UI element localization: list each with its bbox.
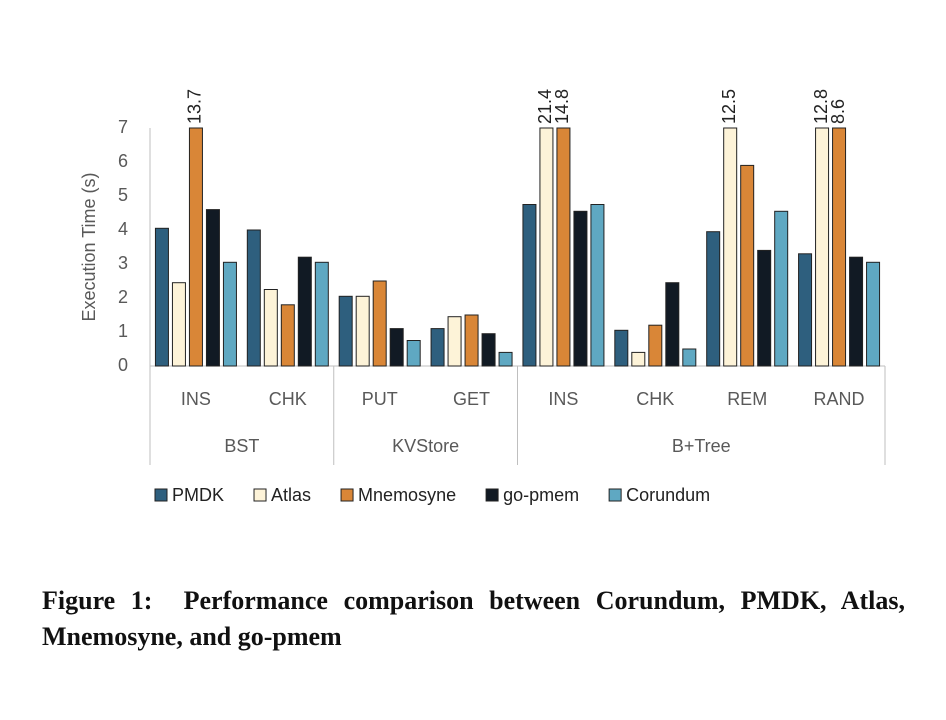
- bar: [849, 256, 864, 367]
- value-label: 12.8: [811, 89, 831, 124]
- y-tick-label: 7: [118, 117, 128, 137]
- bar: [631, 351, 646, 367]
- x-tick-label: INS: [548, 389, 578, 409]
- bar: [723, 127, 738, 367]
- legend-swatch: [340, 488, 354, 502]
- y-tick-label: 5: [118, 185, 128, 205]
- bar: [498, 351, 513, 367]
- bar: [522, 204, 537, 367]
- x-tick-label: REM: [727, 389, 767, 409]
- bar: [648, 324, 663, 367]
- y-tick-label: 2: [118, 287, 128, 307]
- bar: [314, 261, 329, 367]
- x-tick-label: RAND: [814, 389, 865, 409]
- bar: [614, 329, 629, 367]
- value-label: 13.7: [185, 89, 205, 124]
- y-tick-label: 0: [118, 355, 128, 375]
- legend-swatch: [485, 488, 499, 502]
- bar: [832, 127, 847, 367]
- bar: [798, 253, 813, 367]
- group-label: B+Tree: [672, 436, 731, 456]
- bar: [280, 304, 295, 367]
- bar: [263, 289, 278, 367]
- x-tick-label: PUT: [362, 389, 398, 409]
- bar: [188, 127, 203, 367]
- bar: [556, 127, 571, 367]
- x-tick-label: CHK: [636, 389, 674, 409]
- bar: [573, 210, 588, 367]
- y-axis-label: Execution Time (s): [79, 172, 99, 321]
- y-tick-label: 6: [118, 151, 128, 171]
- value-label: 8.6: [828, 99, 848, 124]
- legend-label: Atlas: [271, 485, 311, 505]
- bar: [539, 127, 554, 367]
- legend-swatch: [608, 488, 622, 502]
- y-tick-label: 1: [118, 321, 128, 341]
- bar: [171, 282, 186, 367]
- bar: [815, 127, 830, 367]
- bar: [355, 295, 370, 367]
- bar: [389, 328, 404, 367]
- value-label: 14.8: [552, 89, 572, 124]
- x-tick-label: INS: [181, 389, 211, 409]
- y-tick-label: 4: [118, 219, 128, 239]
- bar: [590, 204, 605, 367]
- legend-swatch: [253, 488, 267, 502]
- value-label: 21.4: [535, 89, 555, 124]
- figure-caption: Figure 1: Performance comparison between…: [42, 586, 912, 651]
- bar: [154, 227, 169, 367]
- bar: [246, 229, 261, 367]
- bar: [338, 295, 353, 367]
- bar: [682, 348, 697, 367]
- bar: [447, 316, 462, 367]
- bar: [406, 340, 421, 367]
- bar: [430, 328, 445, 367]
- bar: [665, 282, 680, 367]
- bar: [740, 164, 755, 367]
- bar: [866, 261, 881, 367]
- bar: [481, 333, 496, 367]
- group-label: KVStore: [392, 436, 459, 456]
- legend-label: go-pmem: [503, 485, 579, 505]
- legend-label: Mnemosyne: [358, 485, 456, 505]
- legend-swatch: [154, 488, 168, 502]
- group-label: BST: [224, 436, 259, 456]
- x-tick-label: GET: [453, 389, 490, 409]
- bar: [757, 249, 772, 367]
- bar: [372, 280, 387, 367]
- bar: [774, 210, 789, 367]
- bar: [297, 256, 312, 367]
- chart: Execution Time (s) 0 1 2 3 4 5 6 7 BST KVStore B+T…: [79, 89, 886, 505]
- y-tick-label: 3: [118, 253, 128, 273]
- legend-label: Corundum: [626, 485, 710, 505]
- bar: [464, 314, 479, 367]
- bar: [222, 261, 237, 367]
- value-label: 12.5: [719, 89, 739, 124]
- bar: [205, 209, 220, 367]
- x-tick-label: CHK: [269, 389, 307, 409]
- legend-label: PMDK: [172, 485, 224, 505]
- bar: [706, 231, 721, 367]
